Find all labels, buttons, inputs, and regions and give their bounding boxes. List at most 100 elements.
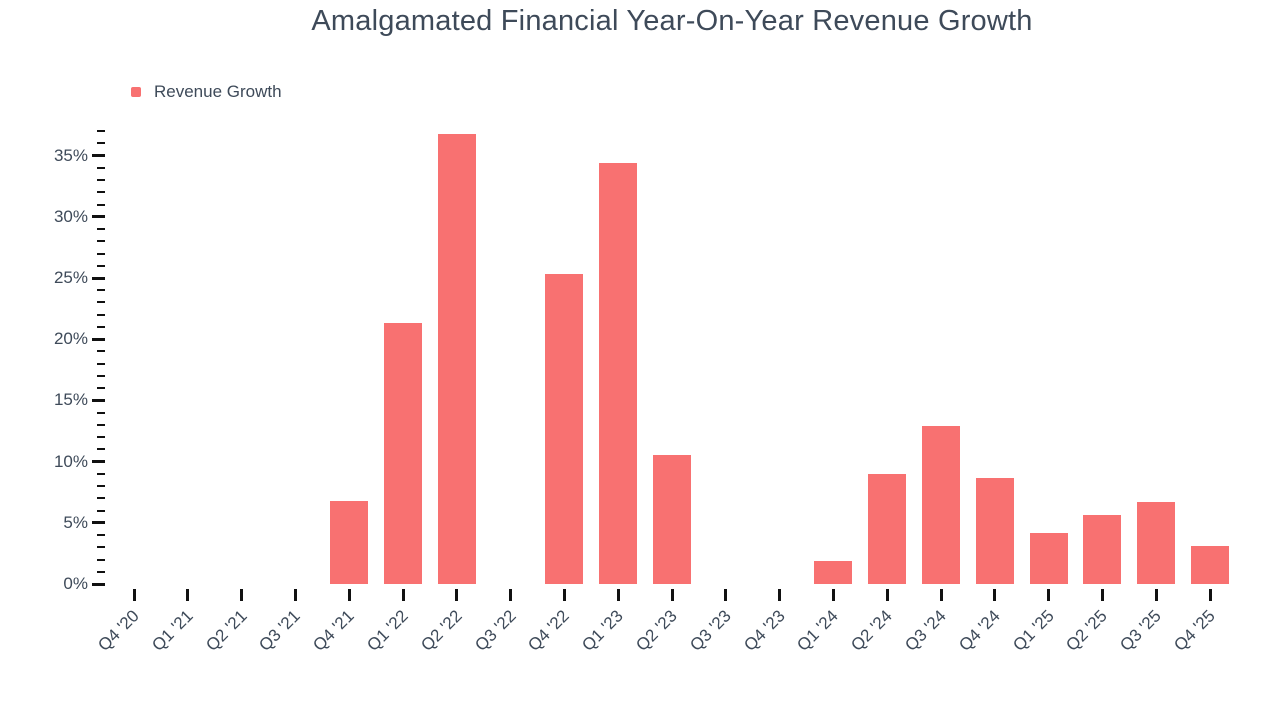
revenue-growth-bar[interactable] [1137,501,1176,584]
x-axis-tick [1208,589,1212,601]
y-axis-minor-tick [97,166,105,169]
y-axis-label: 25% [53,268,88,287]
x-axis-label: Q1 '23 [578,606,627,655]
chart-title: Amalgamated Financial Year-On-Year Reven… [311,5,1033,37]
revenue-growth-bar[interactable] [330,500,369,584]
legend-swatch-icon [131,87,141,97]
x-axis-tick [616,589,620,601]
x-axis-label: Q1 '21 [148,606,197,655]
revenue-growth-bar[interactable] [975,477,1014,584]
revenue-growth-bar[interactable] [922,426,960,584]
y-axis-minor-tick [97,240,105,243]
x-axis-label: Q2 '23 [632,606,681,655]
x-axis-label: Q3 '21 [255,606,305,655]
y-axis-minor-tick [97,558,105,561]
legend-label: Revenue Growth [154,82,282,101]
y-axis-minor-tick [97,301,105,304]
y-axis-minor-tick [97,411,105,414]
x-axis-label: Q1 '22 [363,606,412,655]
y-axis-label: 35% [53,145,88,165]
x-axis-tick [293,589,297,601]
revenue-growth-bar[interactable] [1083,515,1122,584]
x-axis-tick [401,589,405,601]
y-axis-minor-tick [97,179,105,182]
x-axis-label: Q4 '23 [739,606,789,655]
y-axis-minor-tick [97,534,105,537]
y-axis-minor-tick [97,252,105,255]
y-axis-major-tick [92,337,105,341]
x-axis-tick [939,589,943,601]
x-axis-tick [993,589,997,601]
x-axis-label: Q2 '22 [417,606,466,655]
y-axis-minor-tick [97,289,105,292]
x-axis-tick [132,589,136,601]
y-axis-label: 0% [63,574,88,593]
y-axis-minor-tick [97,130,105,133]
y-axis-label: 15% [53,390,88,410]
x-axis-label: Q1 '24 [793,606,843,655]
x-axis-tick [186,589,190,601]
x-axis-tick [1047,589,1051,601]
y-axis-major-tick [92,582,105,586]
y-axis-minor-tick [97,228,105,231]
y-axis-major-tick [92,215,105,219]
x-axis-tick [347,589,351,601]
y-axis-minor-tick [97,264,105,267]
y-axis-label: 5% [63,512,88,532]
legend: Revenue Growth [131,82,282,102]
x-axis-label: Q4 '24 [955,606,1004,655]
revenue-growth-bar[interactable] [384,323,422,584]
y-axis-minor-tick [97,313,105,316]
y-axis-label: 30% [53,206,88,226]
revenue-growth-bar[interactable] [1191,546,1229,584]
x-axis-label: Q2 '25 [1062,606,1112,655]
y-axis-minor-tick [97,570,105,573]
x-axis-tick [831,589,835,601]
revenue-growth-bar[interactable] [599,162,638,584]
y-axis-minor-tick [97,485,105,488]
revenue-growth-bar[interactable] [1029,532,1068,584]
revenue-growth-bar[interactable] [814,560,853,584]
x-axis-label: Q3 '22 [470,606,520,655]
revenue-growth-bar[interactable] [437,133,476,584]
y-axis-minor-tick [97,325,105,328]
y-axis-major-tick [92,521,105,525]
y-axis-minor-tick [97,191,105,194]
y-axis-minor-tick [97,436,105,439]
y-axis-minor-tick [97,203,105,206]
x-axis-tick [455,589,459,601]
x-axis-label: Q1 '25 [1008,606,1058,655]
y-axis-minor-tick [97,142,105,145]
x-axis-tick [885,589,889,601]
revenue-growth-bar[interactable] [545,274,584,584]
x-axis-label: Q4 '21 [309,606,358,655]
x-axis-label: Q3 '23 [686,606,735,655]
y-axis-label: 10% [53,451,88,471]
y-axis-minor-tick [97,497,105,500]
y-axis-minor-tick [97,374,105,377]
revenue-growth-bar[interactable] [868,473,907,584]
y-axis-label: 20% [53,329,88,349]
revenue-growth-bar[interactable] [653,455,691,584]
y-axis-major-tick [92,398,105,402]
x-axis-label: Q2 '21 [201,606,251,655]
y-axis-major-tick [92,276,105,280]
x-axis-tick [562,589,566,601]
x-axis-tick [724,589,728,601]
x-axis-label: Q4 '20 [94,606,143,655]
y-axis-major-tick [92,460,105,464]
y-axis-minor-tick [97,362,105,365]
y-axis-minor-tick [97,423,105,426]
x-axis-tick [1100,589,1104,601]
x-axis-label: Q3 '24 [901,606,950,655]
y-axis-minor-tick [97,350,105,353]
y-axis-minor-tick [97,546,105,549]
x-axis-tick [778,589,782,601]
x-axis-label: Q4 '22 [524,606,574,655]
y-axis-minor-tick [97,472,105,475]
x-axis-tick [240,589,244,601]
y-axis-major-tick [92,154,105,158]
y-axis-minor-tick [97,448,105,451]
